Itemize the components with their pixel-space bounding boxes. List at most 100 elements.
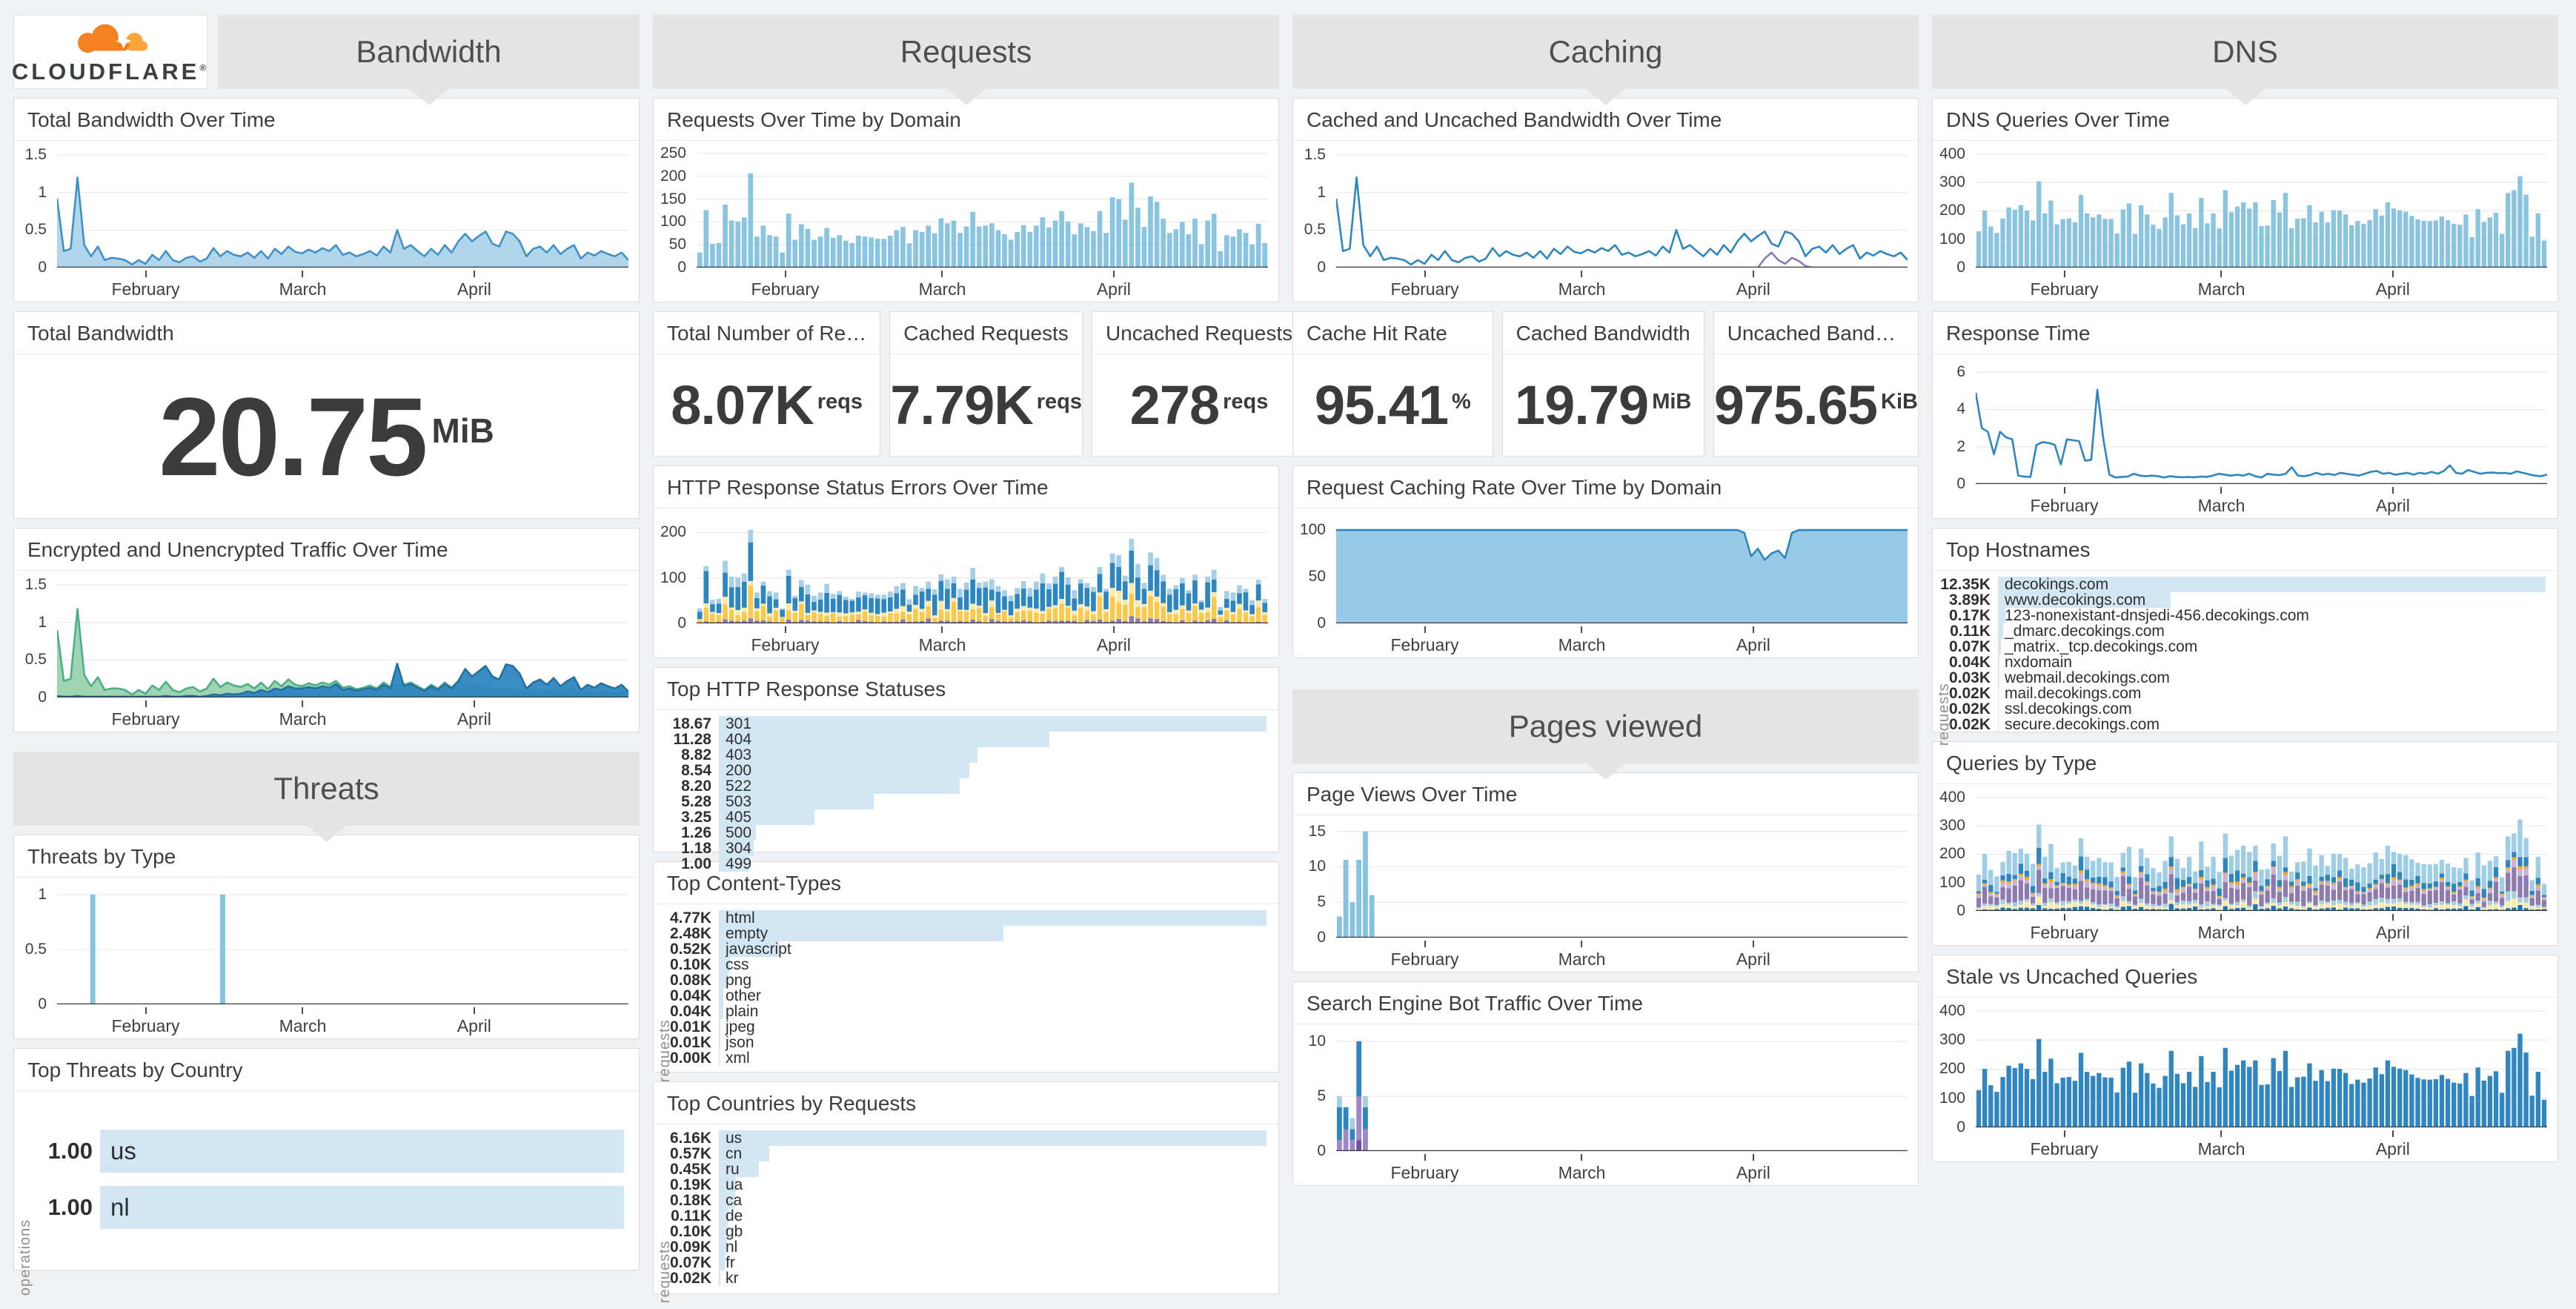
cached-requests-value: 7.79K reqs xyxy=(890,354,1082,456)
y-tick-label: 300 xyxy=(1933,173,1970,191)
x-tick-label: February xyxy=(751,271,819,299)
x-tick-label: April xyxy=(1736,1154,1770,1183)
plot-area xyxy=(1336,151,1908,268)
y-tick-label: 0 xyxy=(14,689,51,706)
y-tick-label: 50 xyxy=(1293,568,1330,586)
cache-hit-rate-value: 95.41 % xyxy=(1293,354,1493,456)
item-bar: 403 xyxy=(719,747,1267,763)
item-bar: decokings.com xyxy=(1998,577,2546,592)
x-tick-label: April xyxy=(2376,271,2410,299)
y-tick-label: 0 xyxy=(654,259,691,276)
x-tick-label: February xyxy=(2030,487,2098,516)
x-tick-label: April xyxy=(2376,487,2410,516)
card-title: Total Bandwidth xyxy=(14,312,639,354)
y-tick-label: 200 xyxy=(654,168,691,185)
item-bar: mail.decokings.com xyxy=(1998,686,2546,701)
y-tick-label: 4 xyxy=(1933,400,1970,418)
card-encrypted-traffic: Encrypted and Unencrypted Traffic Over T… xyxy=(13,528,640,732)
y-tick-label: 1.5 xyxy=(14,576,51,594)
plot-area xyxy=(1336,519,1908,623)
x-tick-label: March xyxy=(2198,487,2245,516)
y-tick-label: 10 xyxy=(1293,1033,1330,1050)
total-bandwidth-value: 20.75 MiB xyxy=(14,354,639,518)
item-bar: cn xyxy=(719,1146,1267,1161)
y-tick-label: 0 xyxy=(1933,1119,1970,1136)
y-tick-label: 150 xyxy=(654,190,691,208)
x-tick-label: April xyxy=(457,1007,491,1036)
cached-bandwidth-value: 19.79 MiB xyxy=(1503,354,1704,456)
card-title: Encrypted and Unencrypted Traffic Over T… xyxy=(14,528,639,571)
y-tick-label: 6 xyxy=(1933,363,1970,381)
item-label: kr xyxy=(726,1270,739,1288)
item-bar: 200 xyxy=(719,763,1267,778)
item-bar: 503 xyxy=(719,794,1267,809)
bandwidth-header-row: CLOUDFLARE® Bandwidth xyxy=(13,15,640,89)
item-bar: ua xyxy=(719,1177,1267,1193)
item-bar: 405 xyxy=(719,809,1267,825)
card-title: Top Countries by Requests xyxy=(654,1082,1278,1124)
x-tick-label: February xyxy=(1390,271,1458,299)
y-tick-label: 0.5 xyxy=(14,651,51,669)
plot-area xyxy=(1976,795,2547,911)
y-tick-label: 300 xyxy=(1933,817,1970,835)
item-label: xml xyxy=(726,1050,750,1067)
card-title: Response Time xyxy=(1933,312,2557,354)
card-title: Total Number of Re… xyxy=(654,312,880,354)
y-tick-label: 1 xyxy=(1293,184,1330,202)
x-tick-label: April xyxy=(457,700,491,729)
y-tick-label: 5 xyxy=(1293,1087,1330,1105)
x-tick-label: March xyxy=(1558,1154,1606,1183)
y-tick-label: 0 xyxy=(1293,259,1330,276)
item-bar: us xyxy=(100,1130,624,1173)
y-tick-label: 0.5 xyxy=(14,941,51,958)
x-tick-label: February xyxy=(111,271,179,299)
y-tick-label: 100 xyxy=(1933,231,1970,248)
item-bar: ru xyxy=(719,1161,1267,1177)
item-value: 1.00 xyxy=(17,1194,100,1221)
cloudflare-logo[interactable]: CLOUDFLARE® xyxy=(13,15,208,89)
item-bar: png xyxy=(719,972,1267,988)
y-tick-label: 100 xyxy=(1933,874,1970,892)
x-tick-label: April xyxy=(2376,914,2410,943)
item-bar: html xyxy=(719,910,1267,926)
